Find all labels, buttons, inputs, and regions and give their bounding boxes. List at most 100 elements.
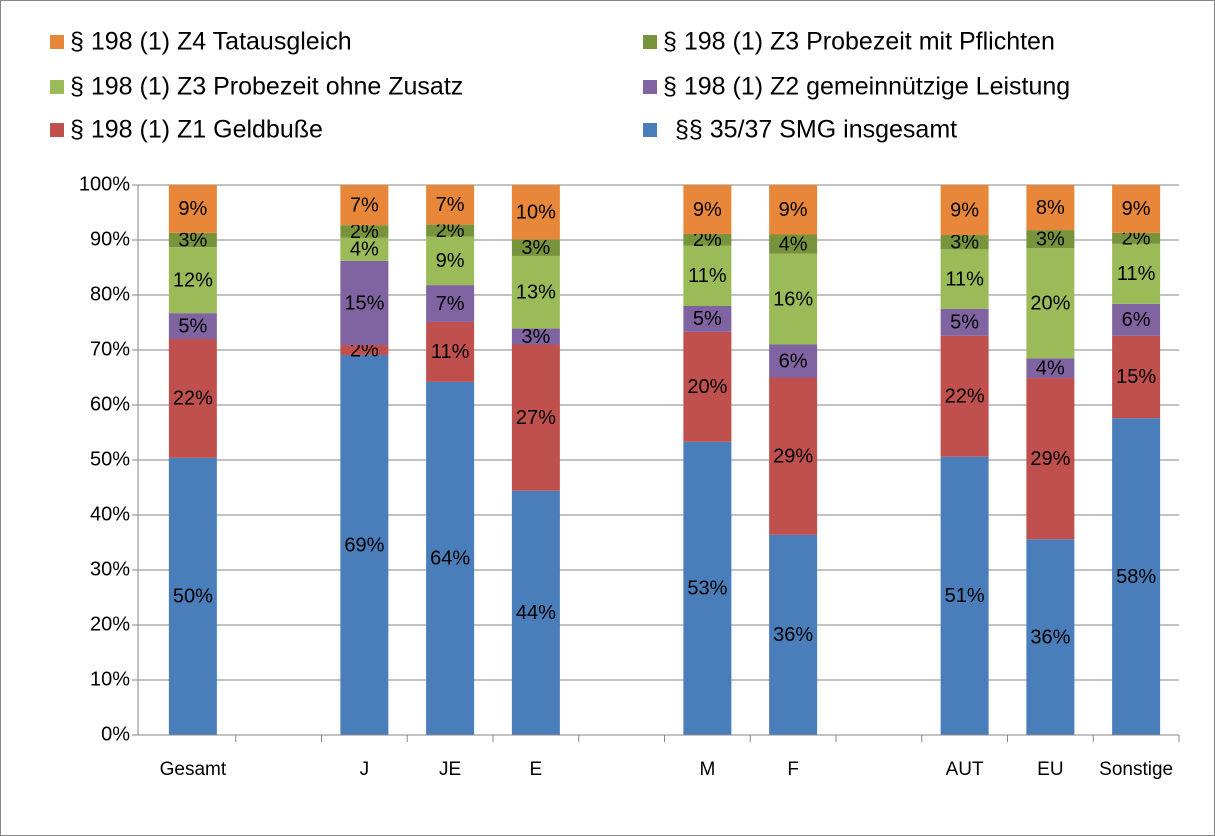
bar-segment bbox=[940, 249, 989, 309]
data-label: 2% bbox=[436, 220, 465, 242]
x-tick-label: J bbox=[360, 759, 370, 780]
data-label: 5% bbox=[693, 308, 722, 330]
data-label: 9% bbox=[178, 198, 207, 220]
data-label: 9% bbox=[779, 199, 808, 221]
bar-segment bbox=[769, 253, 818, 345]
data-label: 9% bbox=[1122, 198, 1151, 220]
y-tick-label: 0% bbox=[101, 723, 130, 745]
bar-segment bbox=[1112, 418, 1161, 735]
y-tick-label: 50% bbox=[90, 448, 130, 470]
data-label: 44% bbox=[516, 602, 556, 624]
data-label: 11% bbox=[945, 268, 984, 290]
data-label: 5% bbox=[950, 312, 979, 334]
bar-segment bbox=[769, 534, 818, 735]
data-label: 36% bbox=[773, 624, 813, 646]
data-label: 58% bbox=[1116, 566, 1156, 588]
data-label: 8% bbox=[1036, 197, 1065, 219]
bar-segment bbox=[426, 185, 475, 225]
data-label: 51% bbox=[945, 585, 985, 607]
bar-segment bbox=[168, 247, 217, 314]
data-label: 50% bbox=[173, 586, 213, 608]
legend-label: § 198 (1) Z3 Probezeit ohne Zusatz bbox=[70, 73, 463, 101]
y-tick-label: 60% bbox=[90, 393, 130, 415]
y-tick-label: 40% bbox=[90, 503, 130, 525]
y-tick-label: 10% bbox=[90, 668, 130, 690]
bar-segment bbox=[683, 331, 732, 442]
x-tick-label: AUT bbox=[946, 759, 984, 780]
data-label: 69% bbox=[344, 534, 384, 556]
bar-segment bbox=[168, 339, 217, 458]
data-label: 53% bbox=[687, 578, 727, 600]
x-tick-label: Gesamt bbox=[160, 759, 227, 780]
data-label: 10% bbox=[516, 202, 556, 224]
legend-label: § 198 (1) Z3 Probezeit mit Pflichten bbox=[663, 28, 1055, 56]
data-label: 11% bbox=[1117, 263, 1156, 285]
data-label: 13% bbox=[516, 282, 556, 304]
bar-segment bbox=[340, 354, 389, 735]
y-tick-label: 30% bbox=[90, 558, 130, 580]
data-label: 12% bbox=[173, 269, 213, 291]
legend-label: § 198 (1) Z4 Tatausgleich bbox=[70, 28, 352, 56]
data-label: 22% bbox=[945, 385, 985, 407]
bar-segment bbox=[940, 308, 989, 336]
data-label: 3% bbox=[1036, 228, 1065, 250]
bar-segment bbox=[1026, 185, 1075, 231]
bar-segment bbox=[1112, 243, 1161, 304]
data-label: 20% bbox=[687, 376, 727, 398]
data-label: 3% bbox=[178, 229, 207, 251]
data-label: 2% bbox=[1122, 228, 1151, 250]
bar-segment bbox=[340, 237, 389, 261]
data-label: 4% bbox=[1036, 357, 1065, 379]
data-label: 3% bbox=[521, 326, 550, 348]
data-label: 3% bbox=[521, 237, 550, 259]
x-tick-label: EU bbox=[1037, 759, 1063, 780]
data-label: 9% bbox=[436, 250, 465, 272]
data-label: 7% bbox=[436, 194, 465, 216]
data-label: 9% bbox=[693, 199, 722, 221]
x-tick-label: JE bbox=[439, 759, 461, 780]
bar-segment bbox=[511, 239, 560, 256]
bar-segment bbox=[769, 377, 818, 535]
bar-segment bbox=[1026, 358, 1075, 379]
bar-segment bbox=[426, 236, 475, 286]
bar-segment bbox=[511, 255, 560, 329]
bar-segment bbox=[168, 232, 217, 248]
y-tick-label: 70% bbox=[90, 338, 130, 360]
bar-segment bbox=[940, 185, 989, 236]
bar-segment bbox=[511, 490, 560, 735]
data-label: 15% bbox=[344, 292, 384, 314]
bar-segment bbox=[769, 344, 818, 378]
bar-segment bbox=[1026, 248, 1075, 359]
data-label: 2% bbox=[693, 229, 722, 251]
x-tick-label: Sonstige bbox=[1099, 759, 1173, 780]
bar-segment bbox=[1112, 303, 1161, 336]
legend-label: § 198 (1) Z2 gemeinnützige Leistung bbox=[663, 73, 1070, 101]
bar-segment bbox=[340, 260, 389, 346]
data-label: 9% bbox=[950, 199, 979, 221]
legend-swatch bbox=[50, 80, 64, 94]
data-label: 29% bbox=[773, 445, 813, 467]
x-tick-label: M bbox=[699, 759, 715, 780]
bar-segment bbox=[683, 185, 732, 234]
data-label: 6% bbox=[1122, 309, 1151, 331]
bar-segment bbox=[426, 321, 475, 382]
legend-swatch bbox=[643, 80, 657, 94]
bar-segment bbox=[426, 381, 475, 735]
bar-segment bbox=[511, 185, 560, 240]
bar-segment bbox=[683, 306, 732, 332]
bar-segment bbox=[769, 234, 818, 254]
bar-segment bbox=[168, 457, 217, 735]
bar-segment bbox=[340, 185, 389, 226]
legend-label: §§ 35/37 SMG insgesamt bbox=[675, 116, 957, 144]
y-tick-label: 80% bbox=[90, 283, 130, 305]
bar-segment bbox=[940, 335, 989, 457]
bar-segment bbox=[1026, 230, 1075, 249]
data-label: 4% bbox=[779, 233, 808, 255]
bar-segment bbox=[340, 345, 389, 355]
data-label: 27% bbox=[516, 407, 556, 429]
bar-segment bbox=[1112, 232, 1161, 244]
bar-segment bbox=[511, 344, 560, 491]
bar-segment bbox=[340, 225, 389, 238]
x-tick-label: F bbox=[787, 759, 799, 780]
